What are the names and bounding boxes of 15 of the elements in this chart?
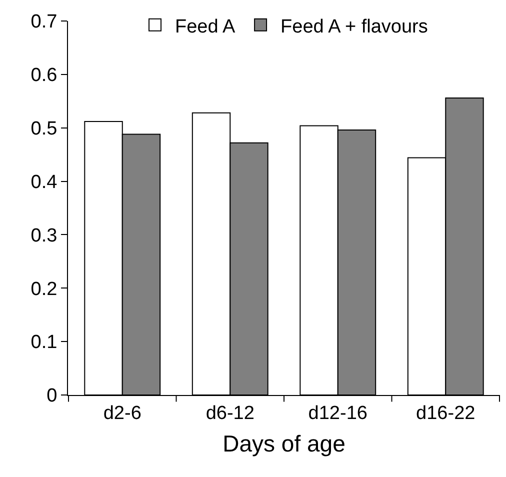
x-tick-label: d12-16 xyxy=(308,402,368,424)
y-tick-label: 0.3 xyxy=(30,225,58,246)
y-tick-label: 0.2 xyxy=(30,278,58,300)
legend-label: Feed A xyxy=(175,16,236,38)
x-axis-title: Days of age xyxy=(222,430,346,456)
y-tick-label: 0 xyxy=(46,386,58,407)
legend-label: Feed A + flavours xyxy=(280,16,428,38)
x-tick-label: d6-12 xyxy=(206,402,254,424)
y-tick-label: 0.6 xyxy=(30,65,58,86)
y-tick-label: 0.4 xyxy=(30,172,58,193)
y-tick-label: 0.5 xyxy=(30,118,58,140)
x-tick-label: d16-22 xyxy=(416,402,476,424)
y-tick-label: 0.1 xyxy=(30,332,58,354)
y-tick-label: 0.7 xyxy=(30,12,58,33)
x-tick-label: d2-6 xyxy=(103,402,142,424)
